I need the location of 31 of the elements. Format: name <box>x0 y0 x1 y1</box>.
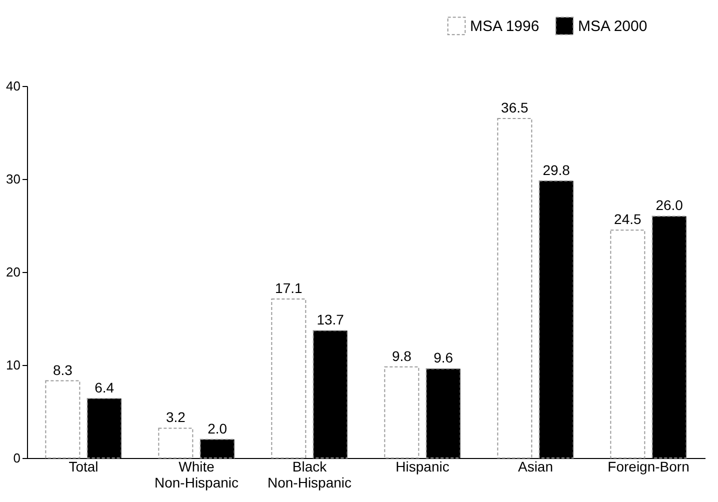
data-label: 9.8 <box>392 348 412 364</box>
data-label: 36.5 <box>501 100 529 116</box>
y-tick-label: 40 <box>6 78 20 94</box>
data-label: 17.1 <box>275 280 303 296</box>
legend-label: MSA 1996 <box>470 18 540 35</box>
x-tick-label: Hispanic <box>396 458 450 474</box>
bar <box>271 298 306 458</box>
bar <box>497 118 532 458</box>
x-tick-label: Black Non-Hispanic <box>267 458 352 490</box>
data-label: 3.2 <box>166 409 186 426</box>
y-tick-label: 0 <box>13 450 20 466</box>
y-tick-label: 20 <box>6 264 20 280</box>
y-tick-label: 30 <box>6 172 20 186</box>
data-label: 8.3 <box>52 362 73 378</box>
bar <box>610 230 646 458</box>
data-label: 29.8 <box>542 162 570 178</box>
data-label: 24.5 <box>614 211 642 228</box>
x-tick-label: Foreign-Born <box>608 458 690 474</box>
data-label: 6.4 <box>94 379 114 396</box>
y-tick-label: 10 <box>6 358 20 372</box>
x-tick-label: Total <box>68 458 98 474</box>
legend-label: MSA 2000 <box>578 18 648 35</box>
data-label: 13.7 <box>316 312 344 328</box>
x-tick-label: White Non-Hispanic <box>154 458 239 490</box>
bar <box>158 428 194 458</box>
bar <box>384 366 420 458</box>
x-tick-label: Asian <box>518 458 554 474</box>
bar <box>45 380 80 458</box>
data-label: 2.0 <box>208 420 228 436</box>
data-label: 26.0 <box>656 197 684 214</box>
data-label: 9.6 <box>434 350 454 366</box>
